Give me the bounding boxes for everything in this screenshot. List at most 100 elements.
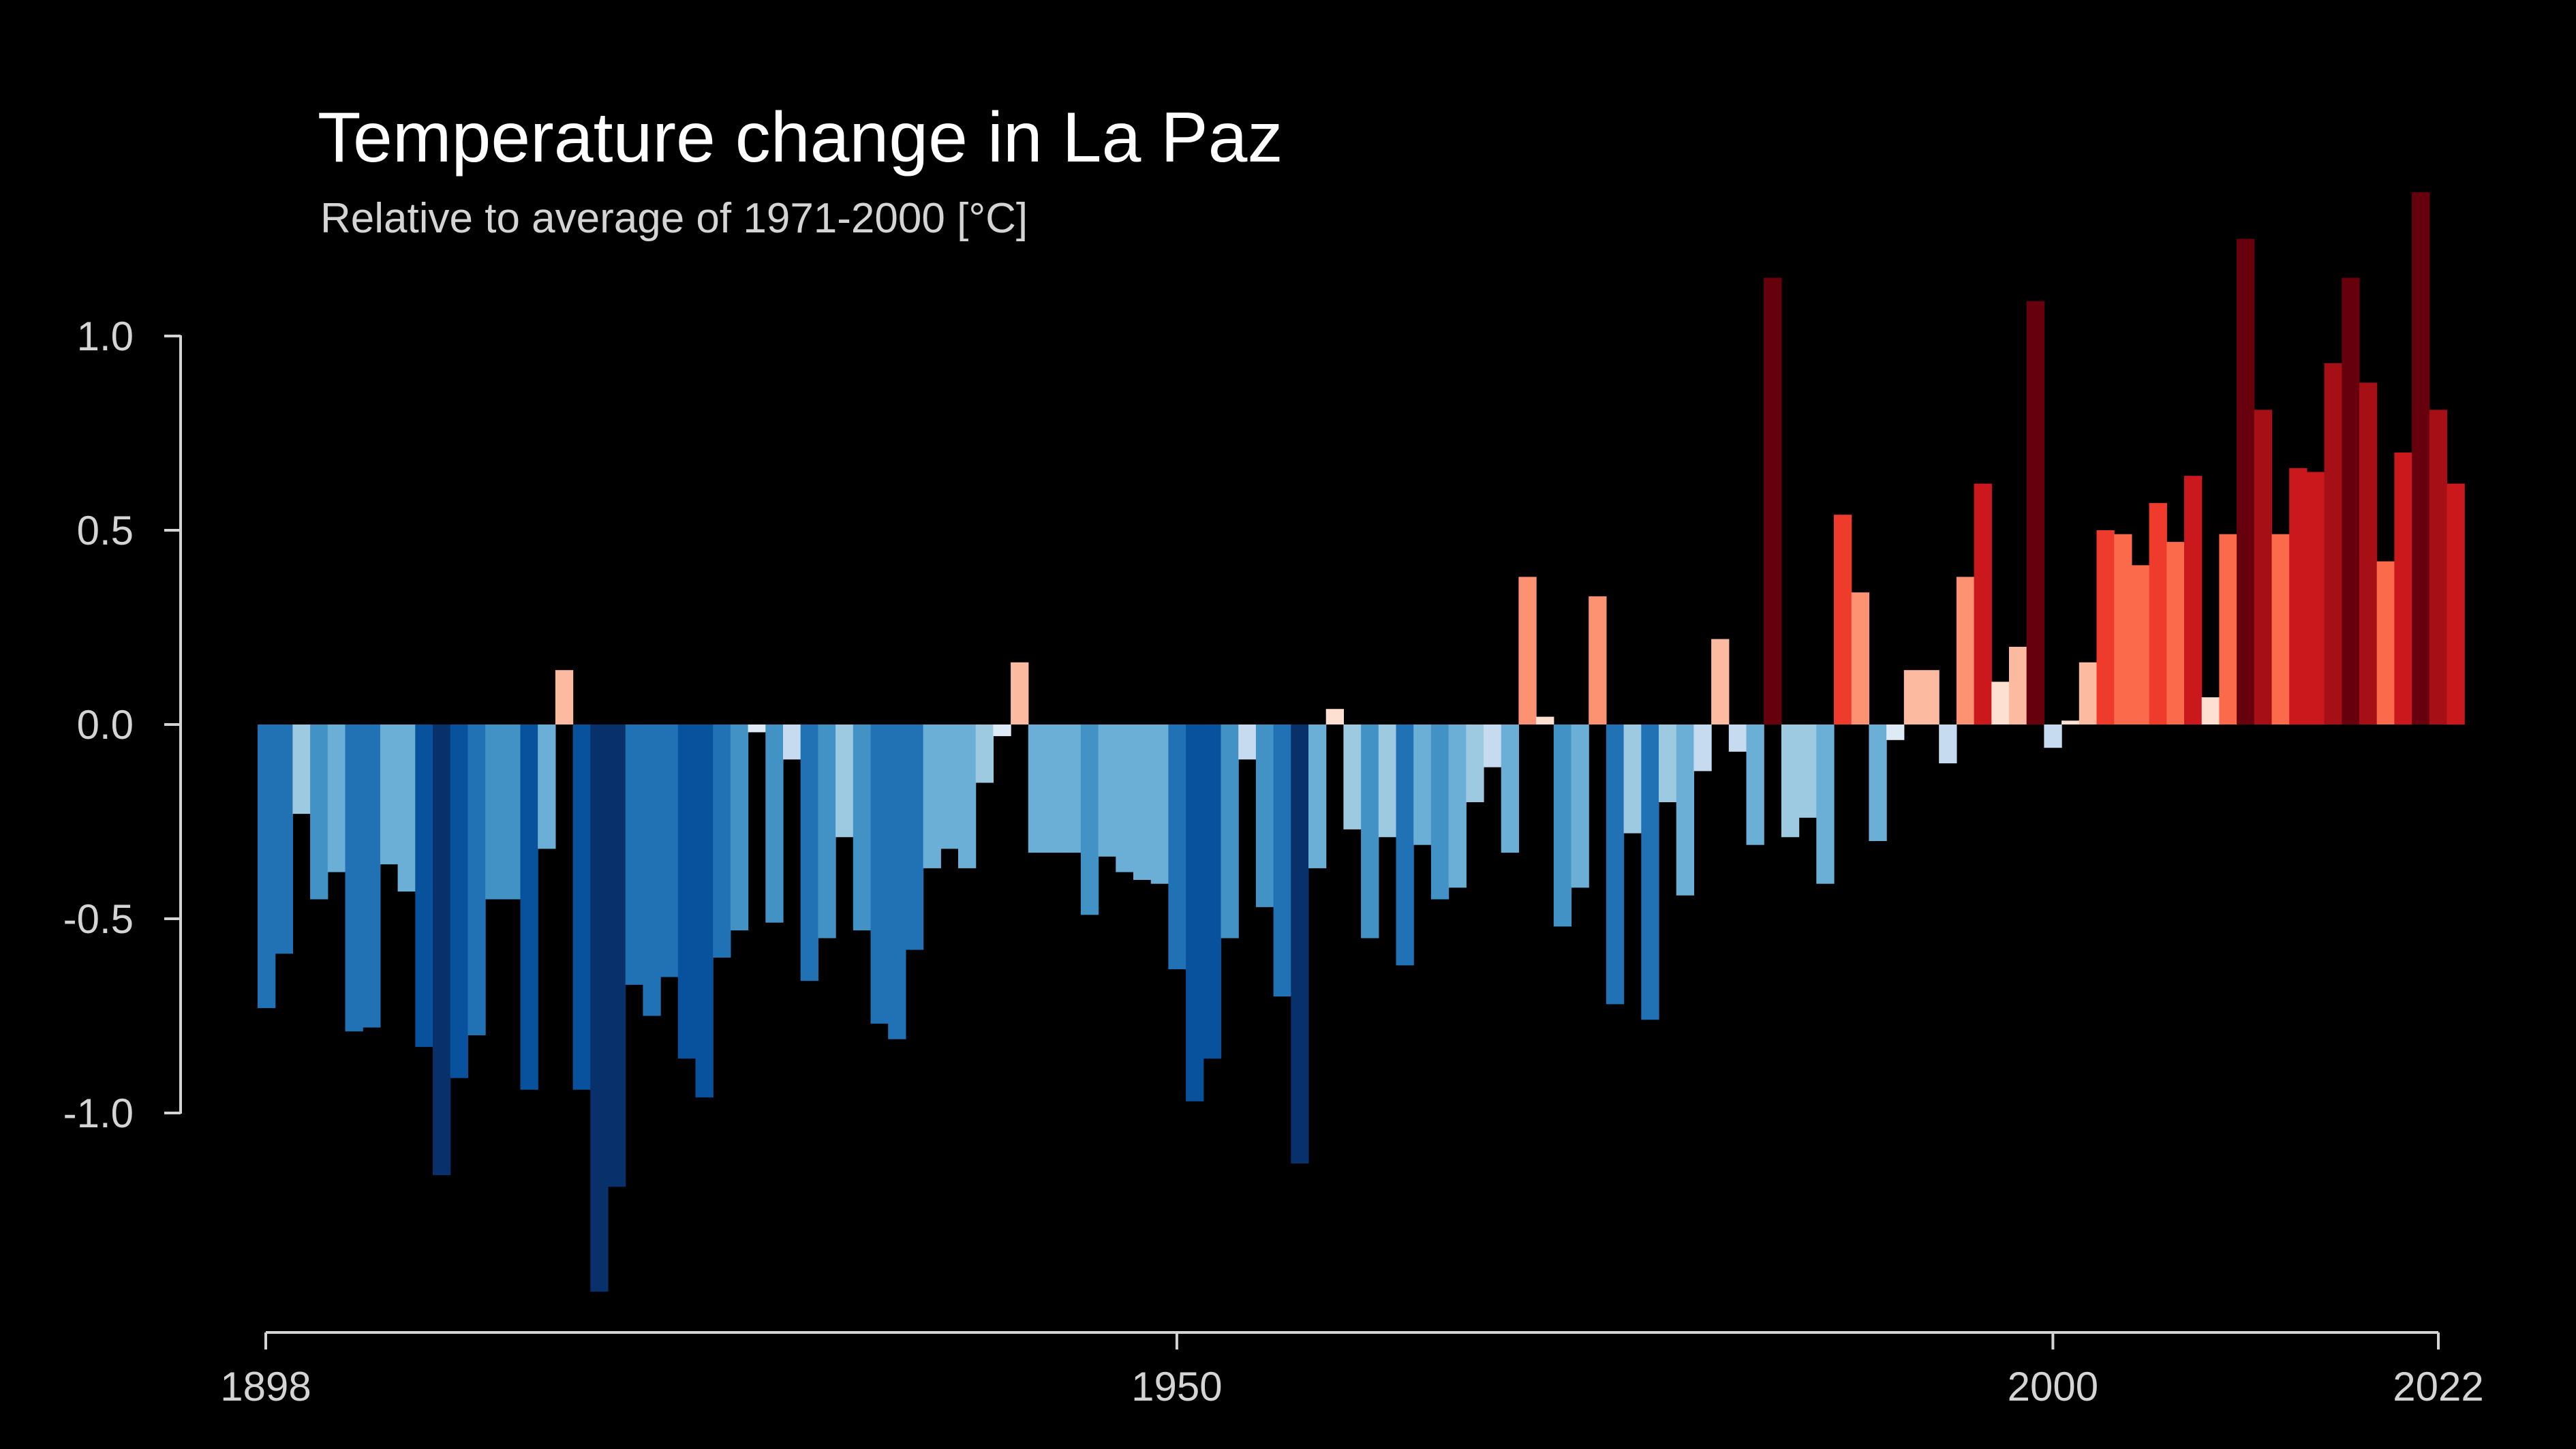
bar-1935 xyxy=(905,724,924,950)
bar-1986 xyxy=(1798,724,1817,818)
bar-1938 xyxy=(958,724,977,868)
bar-1950 xyxy=(1168,724,1186,970)
bar-1967 xyxy=(1466,724,1484,802)
bar-2009 xyxy=(2201,697,2220,724)
x-tick-label: 1950 xyxy=(1131,1364,1222,1409)
bar-1980 xyxy=(1693,724,1712,772)
bar-1981 xyxy=(1711,639,1730,724)
bar-1928 xyxy=(783,724,801,760)
bar-1929 xyxy=(800,724,818,981)
bar-1901 xyxy=(310,724,328,900)
bar-1911 xyxy=(485,724,504,900)
bar-1939 xyxy=(975,724,994,783)
bar-2002 xyxy=(2079,662,2098,724)
bar-1917 xyxy=(590,724,609,1292)
x-tick-label: 2022 xyxy=(2393,1364,2483,1409)
bar-1962 xyxy=(1378,724,1397,838)
bar-1942 xyxy=(1028,724,1047,853)
bar-2001 xyxy=(2061,720,2080,724)
chart-title: Temperature change in La Paz xyxy=(318,98,1283,177)
bar-1989 xyxy=(1851,592,1869,724)
bar-1953 xyxy=(1221,724,1239,939)
bar-1914 xyxy=(538,724,556,849)
bar-1994 xyxy=(1939,724,1957,763)
bar-1941 xyxy=(1011,662,1029,724)
bars-group xyxy=(258,192,2465,1292)
bar-2006 xyxy=(2149,503,2167,724)
bar-1982 xyxy=(1728,724,1747,752)
bar-1902 xyxy=(327,724,346,872)
bar-1955 xyxy=(1255,724,1274,907)
bar-1960 xyxy=(1343,724,1362,829)
bar-1969 xyxy=(1501,724,1519,853)
bar-1972 xyxy=(1553,724,1572,927)
y-tick-label: 0.5 xyxy=(77,508,134,553)
bar-2020 xyxy=(2394,453,2412,724)
x-tick-label: 1898 xyxy=(220,1364,311,1409)
bar-1983 xyxy=(1746,724,1764,845)
bar-1978 xyxy=(1659,724,1677,802)
bar-1906 xyxy=(397,724,416,892)
bar-1925 xyxy=(730,724,749,931)
bar-1921 xyxy=(660,724,679,977)
bar-1924 xyxy=(713,724,731,958)
bar-1933 xyxy=(870,724,889,1024)
bar-1988 xyxy=(1834,515,1852,724)
bar-1912 xyxy=(502,724,521,900)
bar-1975 xyxy=(1606,724,1625,1005)
bar-1909 xyxy=(450,724,468,1078)
bar-1920 xyxy=(643,724,661,1016)
bar-1899 xyxy=(275,724,293,954)
bar-2000 xyxy=(2044,724,2062,748)
bar-1971 xyxy=(1536,716,1554,724)
bar-1918 xyxy=(608,724,626,1187)
bar-1984 xyxy=(1764,277,1782,724)
bar-1997 xyxy=(1991,682,2010,724)
bar-1995 xyxy=(1956,577,1975,724)
bar-2011 xyxy=(2237,239,2255,724)
bar-2012 xyxy=(2254,410,2273,724)
bar-1922 xyxy=(677,724,696,1059)
bar-1993 xyxy=(1921,670,1939,724)
bar-1987 xyxy=(1816,724,1835,884)
bar-1934 xyxy=(888,724,906,1039)
bar-1992 xyxy=(1903,670,1922,724)
y-tick-label: 0.0 xyxy=(77,702,134,748)
bar-2015 xyxy=(2306,472,2325,724)
bar-1968 xyxy=(1484,724,1502,767)
bar-1930 xyxy=(818,724,836,939)
bar-2016 xyxy=(2324,363,2342,724)
bar-2019 xyxy=(2376,561,2395,724)
bar-1926 xyxy=(748,724,766,733)
bar-1996 xyxy=(1974,483,1992,724)
bar-1973 xyxy=(1571,724,1589,888)
bar-1900 xyxy=(292,724,311,814)
bar-1905 xyxy=(380,724,399,865)
bar-2017 xyxy=(2342,277,2360,724)
bar-1945 xyxy=(1080,724,1099,915)
bar-1999 xyxy=(2026,301,2044,724)
bar-1940 xyxy=(993,724,1011,737)
bar-1908 xyxy=(433,724,451,1176)
x-ticks-group: 1898 1950 2000 2022 xyxy=(220,1332,2484,1409)
bar-1979 xyxy=(1676,724,1694,896)
bar-2007 xyxy=(2166,542,2185,724)
bar-1946 xyxy=(1098,724,1116,857)
bar-1947 xyxy=(1116,724,1134,872)
bar-1923 xyxy=(695,724,714,1098)
y-tick-label: 1.0 xyxy=(77,314,134,359)
bar-1898 xyxy=(258,724,276,1009)
y-ticks-group: 1.0 0.5 0.0 -0.5 -1.0 xyxy=(63,314,181,1136)
bar-1959 xyxy=(1325,709,1344,724)
bar-1965 xyxy=(1430,724,1450,900)
bar-1948 xyxy=(1133,724,1152,880)
chart-subtitle: Relative to average of 1971-2000 [°C] xyxy=(320,195,1028,242)
bar-1931 xyxy=(835,724,854,838)
bar-1913 xyxy=(520,724,538,1090)
y-tick-label: -0.5 xyxy=(63,896,134,942)
bar-1907 xyxy=(415,724,433,1048)
bar-1970 xyxy=(1518,577,1537,724)
x-tick-label: 2000 xyxy=(2008,1364,2098,1409)
bar-1966 xyxy=(1448,724,1467,888)
